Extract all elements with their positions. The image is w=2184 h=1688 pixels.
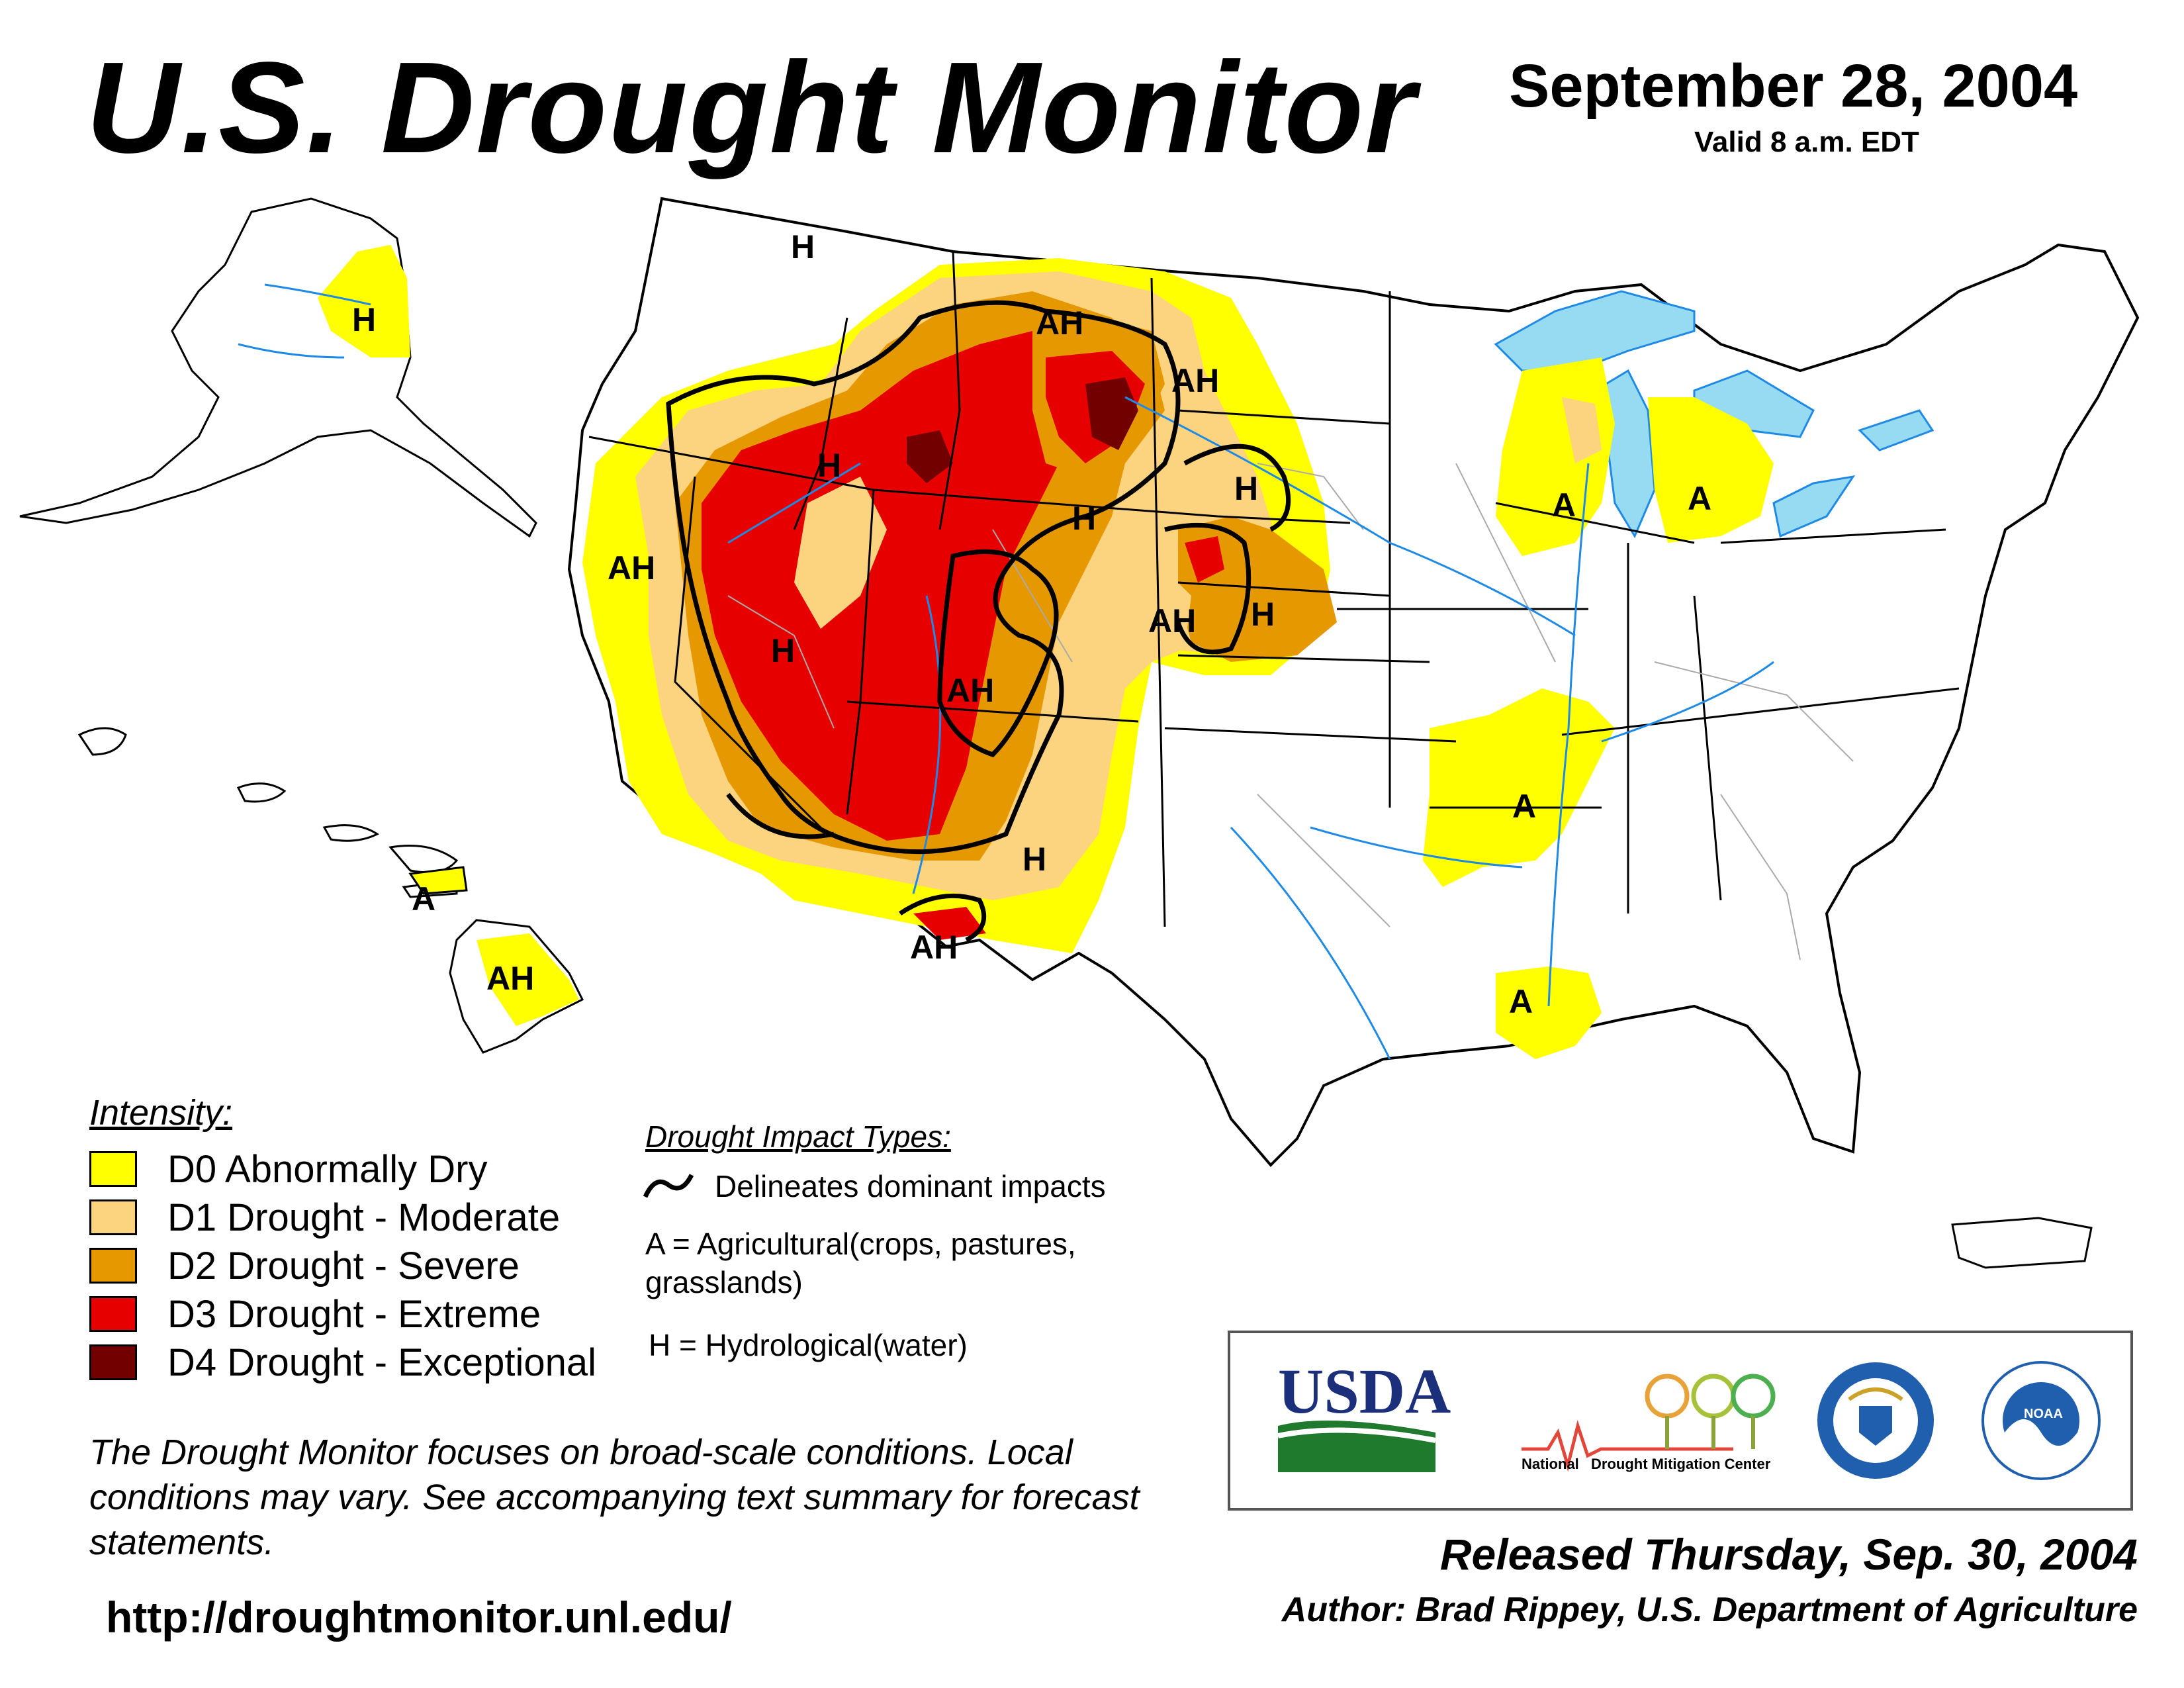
west-d3-area bbox=[702, 331, 1112, 841]
label-n-dakota: AH bbox=[1171, 362, 1219, 399]
label-nebraska-e: H bbox=[1251, 596, 1275, 633]
legend-label-d0: D0 Abnormally Dry bbox=[167, 1147, 488, 1191]
ndmc-tree-icon bbox=[1645, 1374, 1690, 1419]
legend-item-d2: D2 Drought - Severe bbox=[89, 1244, 520, 1288]
noaa-logo: NOAA bbox=[1981, 1361, 2101, 1480]
alaska-inset bbox=[19, 197, 537, 538]
ndmc-pulse-icon bbox=[1522, 1420, 1733, 1472]
legend-item-d4: D4 Drought - Exceptional bbox=[89, 1340, 596, 1384]
county-lines bbox=[727, 463, 1854, 961]
legend-item-d0: D0 Abnormally Dry bbox=[89, 1147, 488, 1191]
legend-title: Intensity: bbox=[89, 1093, 233, 1133]
label-nebraska-w: AH bbox=[1148, 602, 1196, 639]
commerce-seal-icon bbox=[1817, 1362, 1934, 1479]
puerto-rico-inset bbox=[1951, 1217, 2093, 1269]
map-date: September 28, 2004 bbox=[1509, 52, 2078, 120]
label-louisiana: A bbox=[1509, 983, 1533, 1020]
label-hawaii-big: AH bbox=[486, 960, 534, 997]
swatch-d1 bbox=[89, 1199, 137, 1235]
label-arkansas: A bbox=[1512, 788, 1536, 825]
label-n-idaho: H bbox=[791, 228, 815, 265]
rivers bbox=[727, 396, 1774, 1060]
disclaimer: The Drought Monitor focuses on broad-sca… bbox=[89, 1432, 1140, 1562]
legend-item-d1: D1 Drought - Moderate bbox=[89, 1196, 561, 1239]
hawaii-inset bbox=[77, 727, 584, 1054]
impact-agricultural: A = Agricultural(crops, pastures, grassl… bbox=[645, 1227, 1076, 1299]
alaska-d0-area bbox=[318, 245, 410, 357]
delineation-line-icon bbox=[643, 1174, 694, 1198]
usda-wordmark: USDA bbox=[1278, 1356, 1451, 1427]
impact-types-title: Drought Impact Types: bbox=[645, 1119, 951, 1154]
label-az-nm-border: AH bbox=[910, 929, 958, 966]
usda-logo: USDA bbox=[1277, 1356, 1451, 1472]
label-s-dakota: H bbox=[1234, 470, 1258, 507]
noaa-text: NOAA bbox=[2024, 1407, 2063, 1421]
swatch-d0 bbox=[89, 1151, 137, 1187]
website-link[interactable]: http://droughtmonitor.unl.edu/ bbox=[106, 1593, 732, 1642]
michigan-d0-area bbox=[1648, 397, 1774, 543]
impact-labels: H A AH H AH AH H H H AH H AH AH H H AH A… bbox=[352, 228, 1711, 1020]
legend-label-d1: D1 Drought - Moderate bbox=[167, 1196, 561, 1239]
west-d1-inner bbox=[794, 477, 887, 629]
montana-d4-area bbox=[1085, 377, 1138, 450]
label-new-mexico: H bbox=[1023, 841, 1046, 878]
ndmc-national-text: National bbox=[1522, 1456, 1579, 1472]
ndmc-center-text: Drought Mitigation Center bbox=[1591, 1456, 1771, 1472]
louisiana-d0-area bbox=[1496, 966, 1602, 1059]
label-montana: AH bbox=[1036, 305, 1083, 342]
released-date: Released Thursday, Sep. 30, 2004 bbox=[1439, 1530, 2138, 1579]
maui-d0-area bbox=[408, 866, 468, 895]
valid-time: Valid 8 a.m. EDT bbox=[1694, 126, 1919, 158]
impact-boundaries bbox=[666, 300, 1291, 943]
wisconsin-d1-area bbox=[1562, 397, 1602, 463]
impact-hydrological: H = Hydrological(water) bbox=[649, 1328, 968, 1362]
label-colorado-w: AH bbox=[946, 672, 994, 709]
legend-label-d2: D2 Drought - Severe bbox=[167, 1244, 520, 1288]
legend-label-d3: D3 Drought - Extreme bbox=[167, 1292, 541, 1336]
label-idaho: H bbox=[817, 447, 841, 484]
impact-delineates: Delineates dominant impacts bbox=[715, 1169, 1106, 1203]
label-hawaii-maui: A bbox=[412, 880, 435, 917]
map-title: U.S. Drought Monitor bbox=[86, 35, 1417, 180]
label-wyoming: H bbox=[1072, 500, 1096, 537]
idaho-d4-area bbox=[907, 430, 953, 483]
swatch-d3 bbox=[89, 1296, 137, 1332]
label-nevada: H bbox=[771, 632, 795, 669]
author: Author: Brad Rippey, U.S. Department of … bbox=[1281, 1591, 2138, 1629]
label-wisconsin: A bbox=[1552, 487, 1576, 524]
nebraska-d3-area bbox=[1185, 536, 1224, 583]
partner-logos: USDA National Drought Mitigation Center … bbox=[1228, 1331, 2133, 1511]
state-boundaries bbox=[588, 251, 1960, 927]
label-michigan: A bbox=[1688, 480, 1711, 517]
ndmc-logo: National Drought Mitigation Center bbox=[1522, 1374, 1776, 1472]
legend-label-d4: D4 Drought - Exceptional bbox=[167, 1340, 596, 1384]
nebraska-d1-area bbox=[1112, 569, 1191, 662]
logos-svg: USDA National Drought Mitigation Center … bbox=[1277, 1356, 2101, 1480]
label-alaska: H bbox=[352, 301, 376, 338]
arizona-d3-area bbox=[913, 907, 986, 940]
swatch-d4 bbox=[89, 1344, 137, 1380]
label-california: AH bbox=[608, 549, 655, 586]
swatch-d2 bbox=[89, 1248, 137, 1284]
legend-item-d3: D3 Drought - Extreme bbox=[89, 1292, 541, 1336]
bigisland-d0-area bbox=[477, 933, 579, 1026]
